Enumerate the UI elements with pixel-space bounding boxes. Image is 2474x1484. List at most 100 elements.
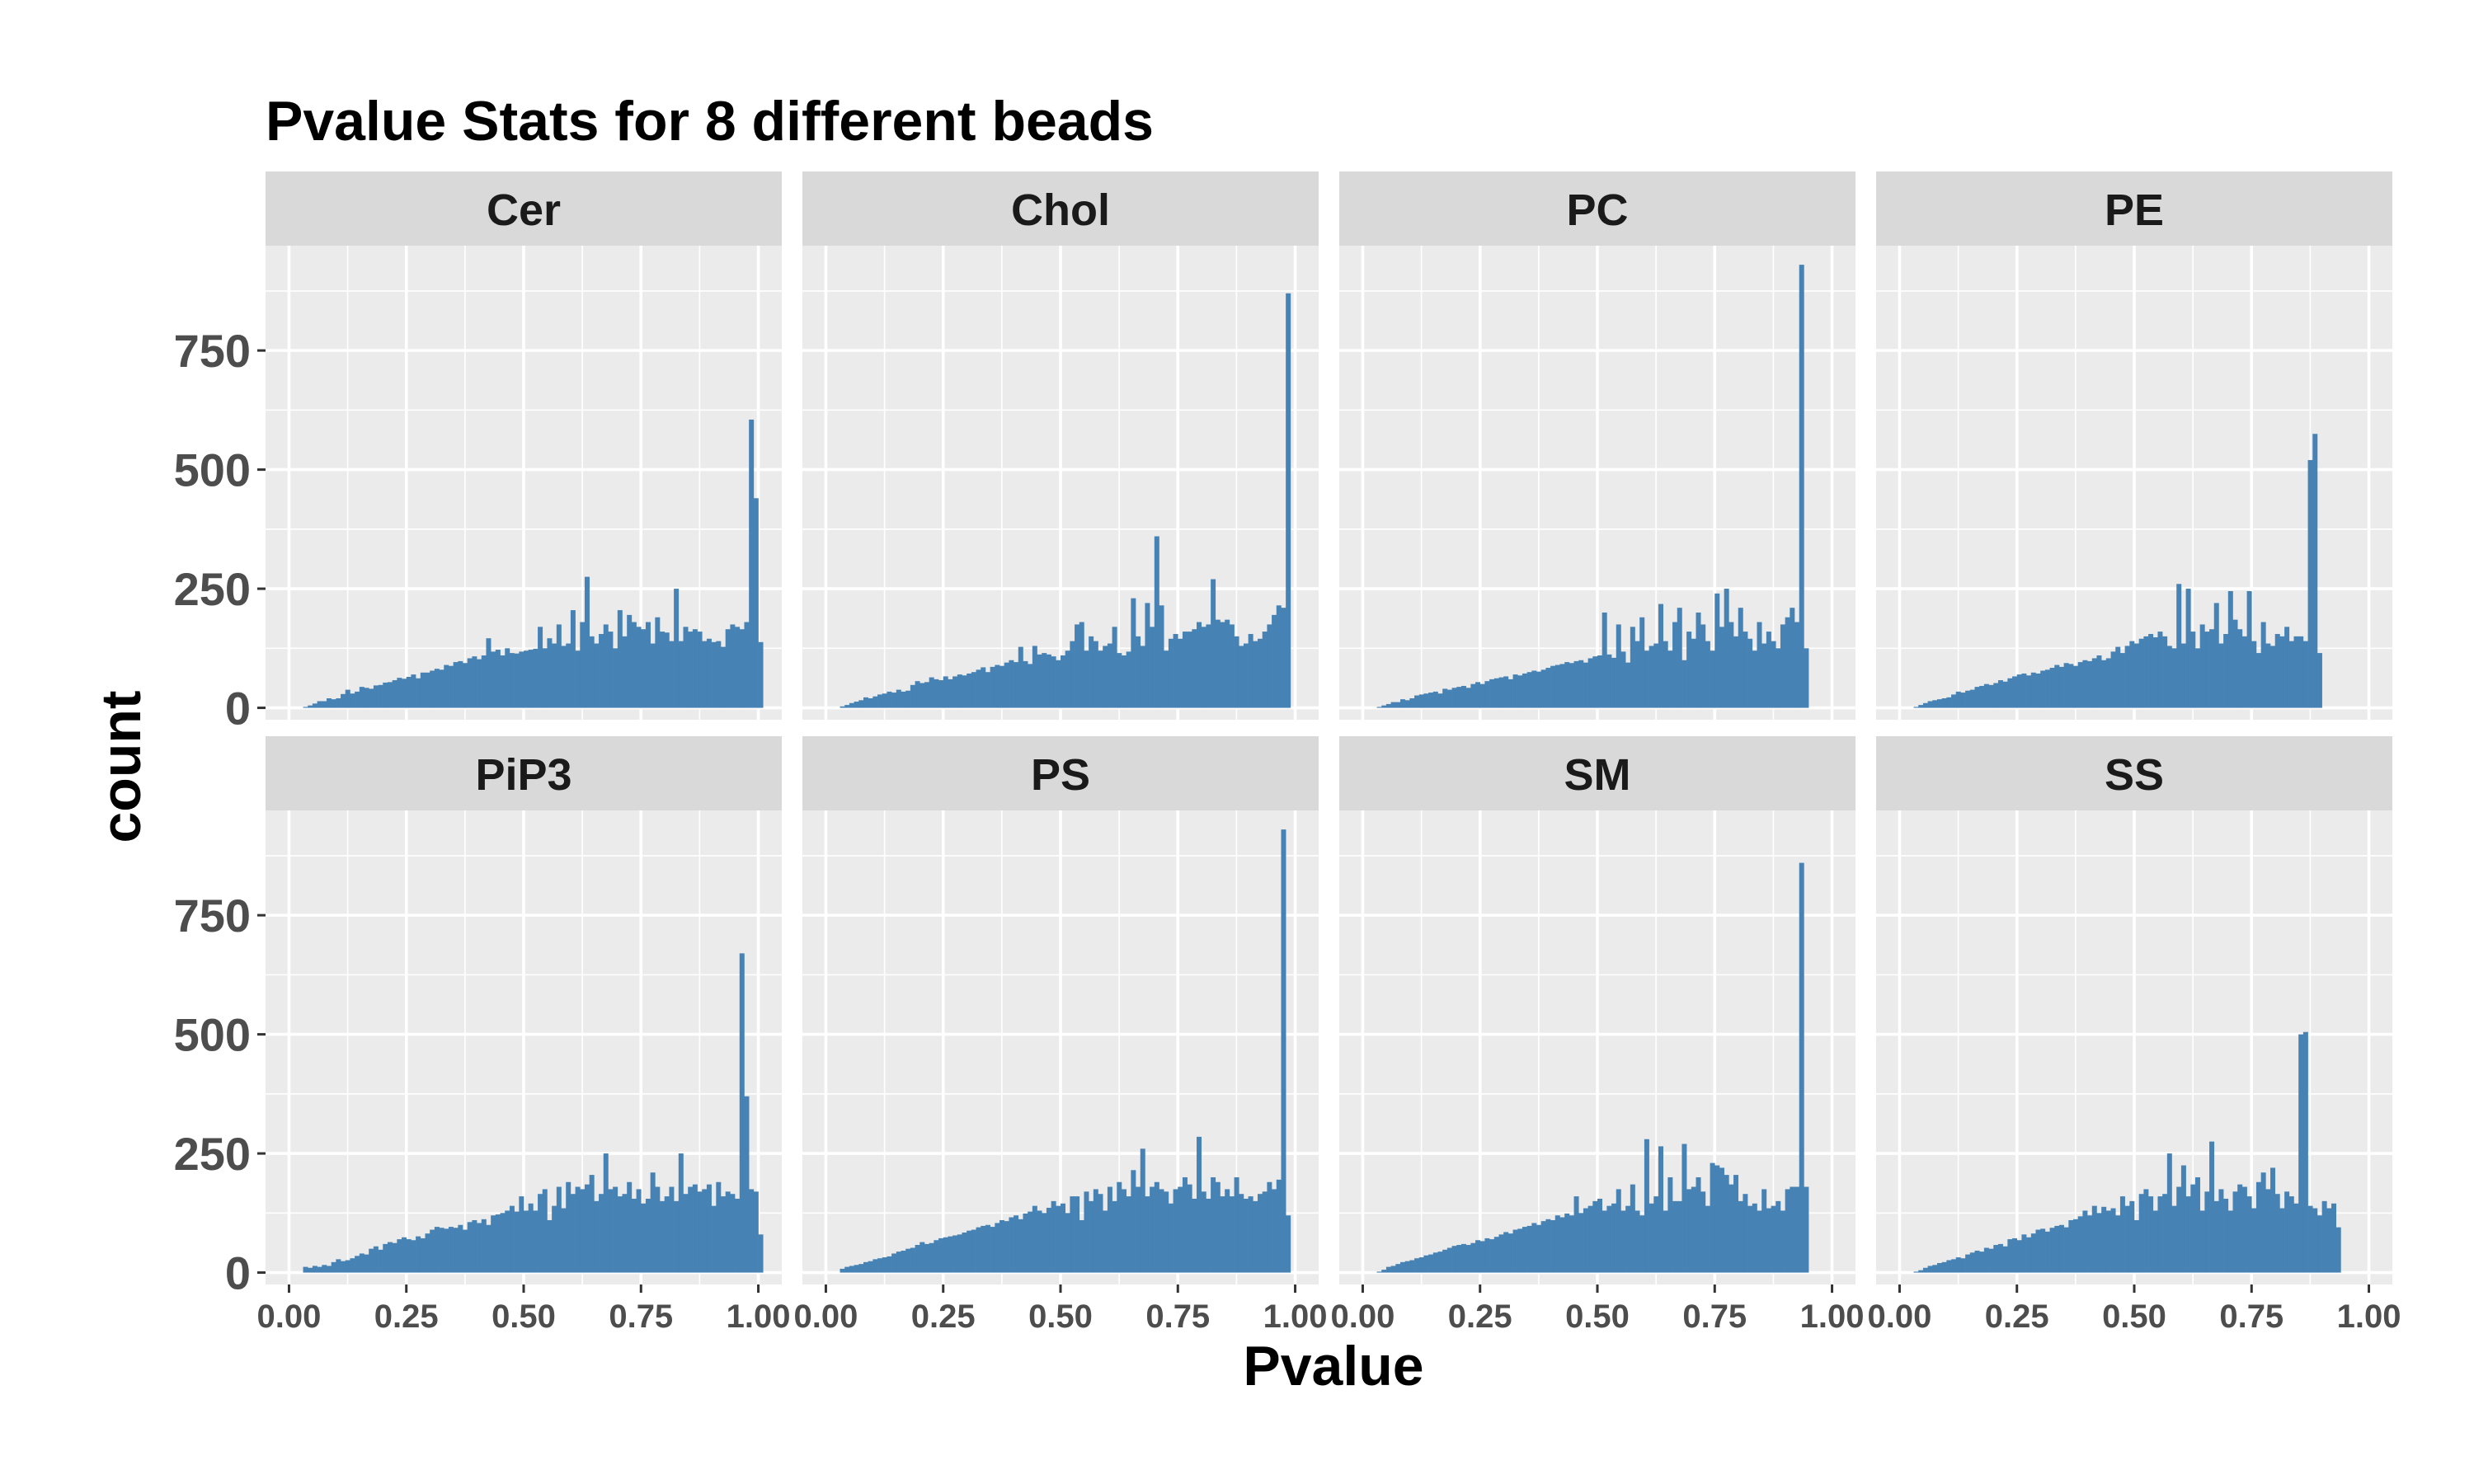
histogram-bar bbox=[692, 629, 698, 708]
histogram-bar bbox=[1211, 579, 1216, 708]
x-tick-label: 0.50 bbox=[492, 1298, 556, 1335]
histogram-bar bbox=[411, 1240, 416, 1273]
histogram-bar bbox=[636, 627, 642, 708]
histogram-bar bbox=[2035, 1229, 2041, 1273]
histogram-bar bbox=[1536, 1224, 1542, 1273]
x-tick-label: 0.00 bbox=[257, 1298, 322, 1335]
histogram-bar bbox=[1131, 1170, 1136, 1273]
histogram-bar bbox=[509, 1205, 515, 1273]
histogram-bar bbox=[1606, 654, 1612, 708]
histogram-bar bbox=[650, 1172, 656, 1273]
histogram-bar bbox=[2237, 1184, 2243, 1273]
histogram-bar bbox=[957, 674, 962, 708]
histogram-bar bbox=[735, 1198, 741, 1273]
histogram-bar bbox=[1686, 1189, 1692, 1273]
histogram-bar bbox=[990, 666, 995, 708]
histogram-bar bbox=[439, 669, 444, 708]
histogram-bar bbox=[1272, 614, 1277, 708]
histogram-bar bbox=[2279, 1208, 2285, 1273]
histogram-bar bbox=[1234, 1176, 1239, 1273]
histogram-bar bbox=[1597, 655, 1602, 708]
histogram-bar bbox=[1554, 1215, 1560, 1273]
histogram-bar bbox=[1023, 1213, 1028, 1273]
x-tick-label: 0.50 bbox=[1028, 1298, 1093, 1335]
histogram-bar bbox=[1173, 1189, 1178, 1273]
histogram-bar bbox=[2316, 653, 2322, 708]
histogram-bar bbox=[552, 643, 557, 708]
histogram-bar bbox=[1168, 1203, 1174, 1273]
histogram-bar bbox=[901, 1250, 906, 1273]
histogram-bar bbox=[2213, 1200, 2219, 1273]
histogram-bar bbox=[1381, 1270, 1387, 1273]
histogram-bar bbox=[749, 1189, 755, 1273]
histogram-bar bbox=[2265, 1189, 2271, 1273]
x-tick-label: 0.25 bbox=[374, 1298, 439, 1335]
histogram-bar bbox=[2096, 655, 2102, 708]
histogram-bar bbox=[1526, 672, 1532, 708]
facet-strip bbox=[266, 171, 782, 246]
histogram-bar bbox=[1738, 608, 1743, 708]
histogram-bar bbox=[505, 648, 510, 708]
histogram-bar bbox=[331, 1261, 336, 1273]
histogram-bar bbox=[2162, 1194, 2168, 1273]
facet-strip-label: SM bbox=[1564, 750, 1631, 800]
histogram-bar bbox=[1757, 622, 1762, 708]
histogram-bar bbox=[1936, 1262, 1942, 1273]
histogram-bar bbox=[868, 1261, 873, 1273]
histogram-bar bbox=[1705, 1205, 1710, 1273]
histogram-bar bbox=[863, 697, 868, 708]
histogram-bar bbox=[2255, 1181, 2261, 1273]
histogram-bar bbox=[369, 688, 374, 708]
histogram-bar bbox=[1540, 669, 1546, 708]
histogram-bar bbox=[1757, 1210, 1762, 1273]
facet-ps: PS 0.00 0.25 0.50 0.75 1.00 bbox=[794, 736, 1327, 1335]
histogram-bar bbox=[1065, 650, 1070, 708]
y-tick-label: 500 bbox=[174, 1009, 251, 1061]
facet-strip-label: Cer bbox=[487, 186, 561, 235]
histogram-bar bbox=[2007, 678, 2013, 708]
histogram-bar bbox=[758, 641, 764, 708]
histogram-bar bbox=[1276, 1179, 1282, 1273]
histogram-bar bbox=[458, 1224, 463, 1273]
histogram-bar bbox=[1681, 660, 1687, 708]
histogram-bar bbox=[1780, 1210, 1785, 1273]
histogram-bar bbox=[2143, 636, 2149, 708]
histogram-bar bbox=[402, 1237, 407, 1273]
histogram-bar bbox=[1719, 1167, 1724, 1273]
histogram-bar bbox=[1456, 1245, 1462, 1273]
facet-strip bbox=[1339, 171, 1856, 246]
histogram-bar bbox=[1272, 1189, 1277, 1273]
histogram-bar bbox=[2110, 1208, 2116, 1273]
histogram-bar bbox=[1507, 679, 1513, 708]
histogram-bar bbox=[1658, 603, 1663, 708]
histogram-bar bbox=[2279, 636, 2285, 708]
histogram-bar bbox=[2138, 1194, 2144, 1273]
histogram-bar bbox=[631, 1198, 637, 1273]
histogram-bar bbox=[1955, 1257, 1961, 1273]
histogram-bar bbox=[2171, 1205, 2177, 1273]
histogram-bar bbox=[943, 1237, 948, 1273]
histogram-bar bbox=[863, 1261, 868, 1273]
histogram-bar bbox=[1009, 1217, 1014, 1273]
histogram-bar bbox=[2082, 660, 2088, 708]
histogram-bar bbox=[849, 1266, 854, 1273]
histogram-bar bbox=[1983, 1247, 1989, 1273]
histogram-bar bbox=[2288, 641, 2294, 708]
histogram-bar bbox=[533, 1210, 539, 1273]
histogram-bar bbox=[2302, 641, 2308, 708]
histogram-bar bbox=[905, 690, 911, 708]
histogram-bar bbox=[2260, 1172, 2266, 1273]
histogram-bar bbox=[1639, 617, 1645, 708]
histogram-bar bbox=[1089, 636, 1094, 708]
histogram-bar bbox=[2209, 1141, 2215, 1273]
histogram-bar bbox=[2068, 1219, 2074, 1273]
histogram-bar bbox=[1653, 1196, 1659, 1273]
histogram-bar bbox=[1243, 643, 1249, 708]
histogram-bar bbox=[2040, 670, 2046, 708]
histogram-bar bbox=[425, 1233, 430, 1273]
histogram-bar bbox=[2101, 1206, 2107, 1273]
histogram-bar bbox=[1785, 1189, 1790, 1273]
histogram-bar bbox=[1037, 654, 1042, 708]
histogram-bar bbox=[364, 1254, 369, 1273]
histogram-bar bbox=[622, 636, 628, 708]
